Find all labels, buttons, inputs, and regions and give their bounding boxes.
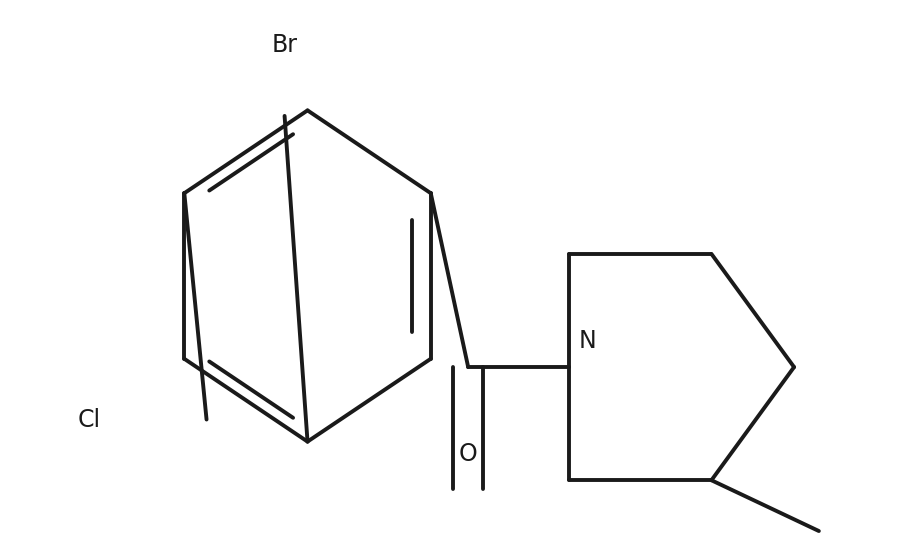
Text: Cl: Cl	[78, 407, 101, 432]
Text: Br: Br	[272, 33, 297, 57]
Text: N: N	[578, 330, 596, 353]
Text: O: O	[459, 443, 477, 466]
